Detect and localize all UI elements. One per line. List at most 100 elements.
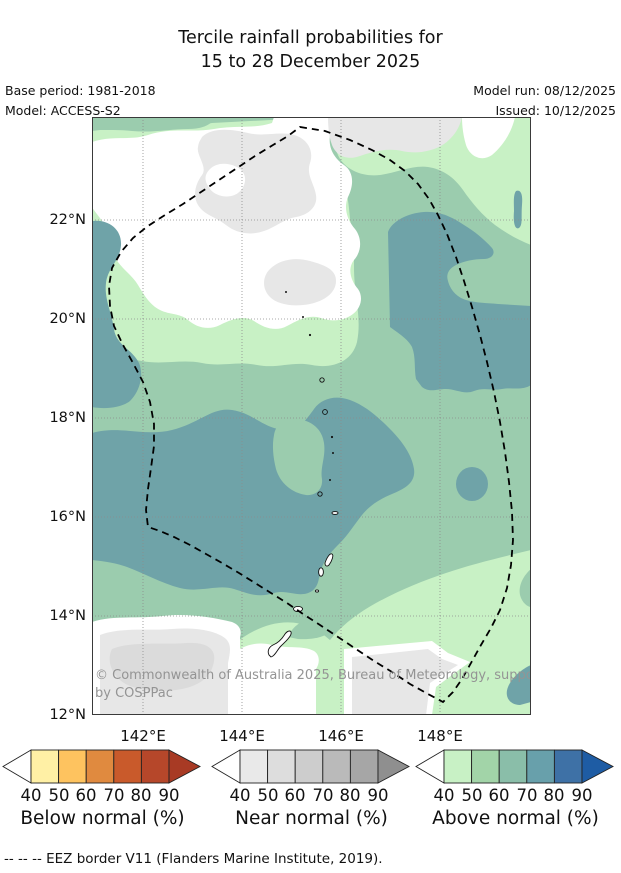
white-region-topright-wedge [462, 117, 515, 159]
base-period-label: Base period: 1981-2018 [5, 83, 156, 98]
mint-blip [174, 337, 206, 349]
legend-tick: 50 [48, 786, 70, 805]
eez-border-path [108, 126, 514, 704]
probability-map: © Commonwealth of Australia 2025, Bureau… [92, 117, 560, 715]
map-frame [92, 117, 531, 715]
legend-tick: 40 [229, 786, 251, 805]
legend-tick: 90 [158, 786, 180, 805]
legend-tick: 50 [257, 786, 279, 805]
gray-region-center [264, 259, 336, 306]
legend-box [239, 749, 269, 784]
seafoam-tongue-right [519, 569, 531, 607]
island-outlines [267, 511, 339, 658]
legend-box [526, 749, 555, 784]
page-title-line2: 15 to 28 December 2025 [200, 52, 421, 72]
legend-tick: 40 [433, 786, 455, 805]
legend-box [498, 749, 528, 784]
white-hole-in-gray [205, 163, 246, 197]
saipan-island [324, 553, 334, 567]
northern-islands-chain [285, 291, 334, 481]
legend-box [30, 749, 60, 784]
legend-left-arrow [2, 749, 32, 784]
issued-label: Issued: 10/12/2025 [495, 103, 617, 118]
gridlines [92, 117, 531, 715]
legend-above-ticks: 40 50 60 70 80 90 [413, 786, 618, 806]
legend-tick: 70 [516, 786, 538, 805]
eez-footnote: -- -- -- EEZ border V11 (Flanders Marine… [4, 851, 383, 867]
legend-tick: 80 [130, 786, 152, 805]
legend-below-ticks: 40 50 60 70 80 90 [0, 786, 205, 806]
legend-tick: 60 [284, 786, 306, 805]
aguijan-island [314, 589, 320, 593]
teal-corner-bottomright [506, 665, 531, 705]
legend-tick: 80 [543, 786, 565, 805]
legend-box [471, 749, 500, 784]
seafoam-channel [272, 418, 325, 496]
anatahan-island [331, 511, 339, 515]
gray-region-topright [328, 117, 462, 158]
seafoam-wedge-rota [288, 616, 333, 640]
legend-near-normal: 40 50 60 70 80 90 Near normal (%) [209, 749, 414, 844]
legend-box [322, 749, 351, 784]
legend-near-colorbar [211, 749, 410, 784]
legend-right-arrow [377, 749, 410, 784]
guam-island [267, 630, 292, 658]
legend-above-colorbar [415, 749, 614, 784]
gray-dark-inner-blob [109, 642, 215, 691]
legend-tick: 90 [367, 786, 389, 805]
model-label: Model: ACCESS-S2 [5, 103, 121, 118]
legend-tick: 50 [461, 786, 483, 805]
lat-label-18n: 18°N [49, 410, 86, 426]
legend-tick: 70 [103, 786, 125, 805]
legend-tick: 70 [312, 786, 334, 805]
lat-label-14n: 14°N [49, 608, 86, 624]
lon-label-142e: 142°E [120, 727, 166, 745]
legend-box [140, 749, 170, 784]
lat-label-22n: 22°N [49, 212, 86, 228]
legend-below-title: Below normal (%) [20, 808, 185, 829]
legend-right-arrow [168, 749, 201, 784]
legend-above-title: Above normal (%) [432, 808, 599, 829]
legend-tick: 90 [571, 786, 593, 805]
lat-label-16n: 16°N [49, 509, 86, 525]
teal-sliver-right-edge [513, 190, 523, 229]
copyright-line1: © Commonwealth of Australia 2025, Bureau… [95, 668, 531, 683]
legend-tick: 60 [75, 786, 97, 805]
legend-left-arrow [415, 749, 445, 784]
lat-label-12n: 12°N [49, 707, 86, 723]
lat-label-20n: 20°N [49, 311, 86, 327]
legend-near-title: Near normal (%) [235, 808, 388, 829]
legend-tick: 80 [339, 786, 361, 805]
model-run-label: Model run: 08/12/2025 [473, 83, 616, 98]
teal-central-mass [92, 397, 415, 596]
legend-box [443, 749, 473, 784]
legend-below-normal: 40 50 60 70 80 90 Below normal (%) [0, 749, 205, 844]
teal-right-mass [388, 211, 531, 393]
legend-box [58, 749, 87, 784]
legend-left-arrow [211, 749, 241, 784]
page-title-line1: Tercile rainfall probabilities for [178, 28, 443, 48]
teal-blob-right-small [456, 467, 488, 501]
legend-box [349, 749, 379, 784]
legend-box [294, 749, 324, 784]
legend-box [113, 749, 142, 784]
legend-above-normal: 40 50 60 70 80 90 Above normal (%) [413, 749, 618, 844]
gray-region-topcenter [195, 129, 317, 234]
teal-blob-left-edge [92, 220, 142, 409]
legend-box [267, 749, 296, 784]
gray-region-bottomright [352, 649, 458, 715]
legend-box [553, 749, 583, 784]
northern-islands-rings [317, 377, 328, 497]
legend-right-arrow [581, 749, 614, 784]
legend-near-ticks: 40 50 60 70 80 90 [209, 786, 414, 806]
lon-label-144e: 144°E [219, 727, 265, 745]
legend-tick: 60 [488, 786, 510, 805]
copyright-line2: by COSPPac [95, 686, 173, 701]
seafoam-top-strip [92, 117, 215, 132]
lon-label-146e: 146°E [318, 727, 364, 745]
lon-label-148e: 148°E [417, 727, 463, 745]
legend-below-colorbar [2, 749, 201, 784]
legend-tick: 40 [20, 786, 42, 805]
legend-box [85, 749, 115, 784]
